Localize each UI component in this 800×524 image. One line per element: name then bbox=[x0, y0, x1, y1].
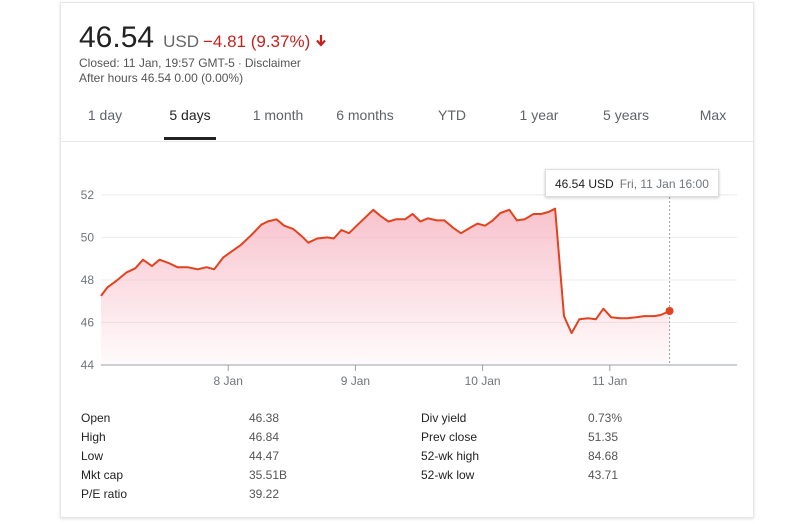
x-tick-label: 10 Jan bbox=[465, 374, 501, 388]
price-area-fill bbox=[101, 208, 670, 365]
stat-value: 46.84 bbox=[249, 430, 280, 444]
currency-label: USD bbox=[163, 32, 199, 51]
stat-value: 44.47 bbox=[249, 449, 280, 463]
x-tick-label: 8 Jan bbox=[214, 374, 243, 388]
tooltip-price: 46.54 USD bbox=[555, 177, 614, 191]
after-hours: After hours 46.54 0.00 (0.00%) bbox=[79, 71, 244, 85]
closed-time: Closed: 11 Jan, 19:57 GMT-5 bbox=[79, 56, 235, 70]
stat-value: 35.51B bbox=[249, 468, 288, 482]
y-tick-label: 50 bbox=[81, 230, 95, 244]
tab-ytd[interactable]: YTD bbox=[438, 107, 466, 123]
tab-6-months[interactable]: 6 months bbox=[336, 107, 394, 123]
tooltip-date: Fri, 11 Jan 16:00 bbox=[619, 177, 709, 191]
x-tick-label: 11 Jan bbox=[592, 374, 627, 388]
stock-card: 46.54 USD −4.81 (9.37%) Closed: 11 Jan, … bbox=[60, 2, 754, 518]
x-tick-label: 9 Jan bbox=[341, 374, 370, 388]
price-change: −4.81 (9.37%) bbox=[202, 32, 311, 51]
y-tick-label: 52 bbox=[81, 188, 95, 202]
tab-1-month[interactable]: 1 month bbox=[252, 107, 304, 123]
tab-5-days[interactable]: 5 days bbox=[169, 107, 211, 123]
stat-value: 0.73% bbox=[588, 411, 623, 425]
active-tab-indicator bbox=[164, 137, 216, 140]
stat-value: 51.35 bbox=[588, 430, 619, 444]
tab-5-years[interactable]: 5 years bbox=[603, 107, 649, 123]
y-tick-label: 44 bbox=[81, 358, 95, 372]
current-price-point bbox=[665, 306, 674, 315]
arrow-down-icon bbox=[315, 34, 327, 48]
stat-value: 39.22 bbox=[249, 487, 280, 501]
tab-1-year[interactable]: 1 year bbox=[519, 107, 559, 123]
market-status: Closed: 11 Jan, 19:57 GMT-5 · Disclaimer bbox=[79, 56, 301, 70]
current-price: 46.54 bbox=[79, 21, 155, 54]
stat-label: High bbox=[81, 430, 106, 444]
stat-value: 46.38 bbox=[249, 411, 280, 425]
price-chart[interactable]: 44 46 48 50 52 8 Jan 9 Jan 10 Jan 11 Jan bbox=[61, 143, 753, 393]
stat-label: Div yield bbox=[421, 411, 467, 425]
tab-max[interactable]: Max bbox=[699, 107, 727, 123]
price-row: 46.54 USD −4.81 (9.37%) bbox=[79, 21, 327, 55]
stat-label: Open bbox=[81, 411, 111, 425]
price-tooltip: 46.54 USD Fri, 11 Jan 16:00 bbox=[545, 169, 719, 197]
stat-value: 43.71 bbox=[588, 468, 619, 482]
stat-label: Mkt cap bbox=[81, 468, 124, 482]
stat-label: Low bbox=[81, 449, 104, 463]
price-line bbox=[100, 207, 671, 335]
y-tick-label: 48 bbox=[81, 273, 95, 287]
stat-label: 52-wk high bbox=[421, 449, 480, 463]
stat-label: Prev close bbox=[421, 430, 478, 444]
y-tick-label: 46 bbox=[81, 315, 95, 329]
stat-value: 84.68 bbox=[588, 449, 619, 463]
stat-label: 52-wk low bbox=[421, 468, 475, 482]
range-tabs: 1 day 5 days 1 month 6 months YTD 1 year… bbox=[61, 99, 753, 142]
tab-1-day[interactable]: 1 day bbox=[87, 107, 123, 123]
disclaimer-link[interactable]: Disclaimer bbox=[244, 56, 301, 70]
stat-label: P/E ratio bbox=[81, 487, 128, 501]
